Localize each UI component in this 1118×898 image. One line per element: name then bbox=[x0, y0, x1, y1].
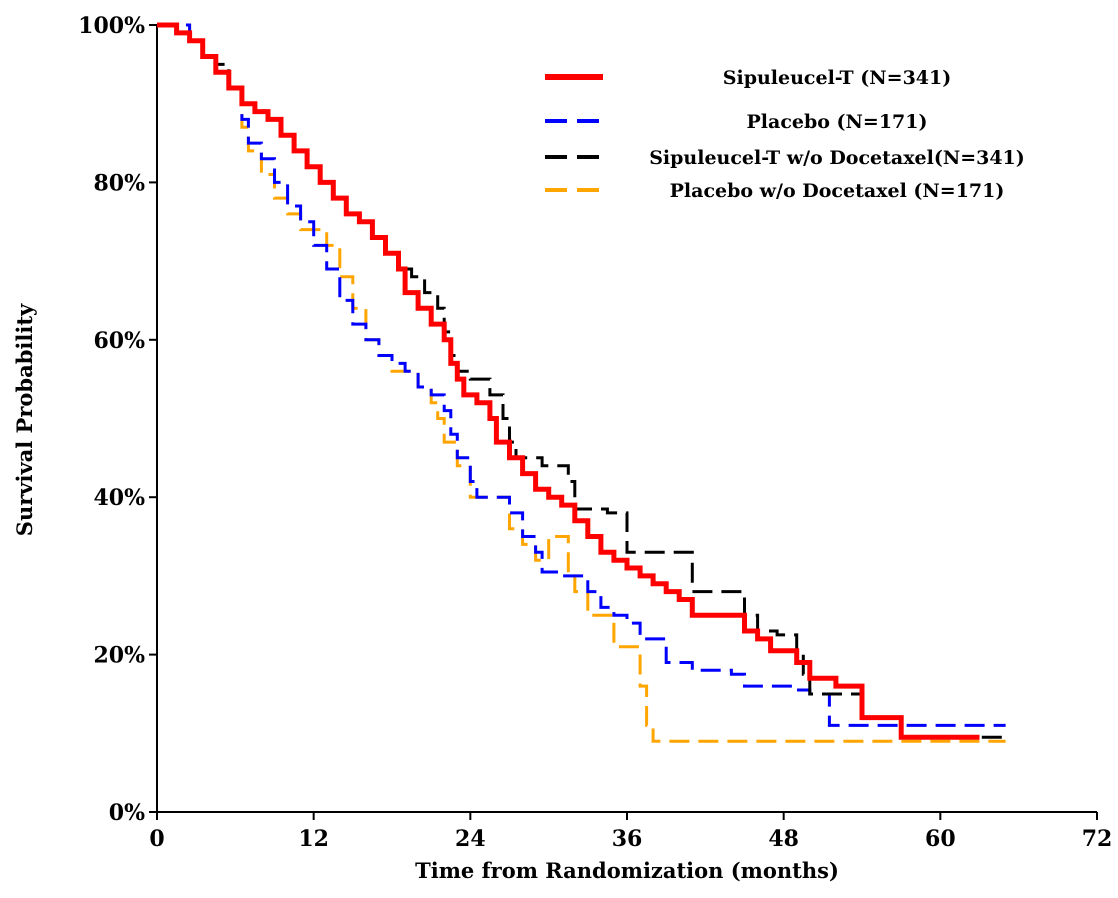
x-tick-label: 24 bbox=[455, 826, 486, 852]
y-tick-label: 80% bbox=[93, 170, 145, 196]
x-tick-label: 72 bbox=[1082, 826, 1113, 852]
y-tick-label: 100% bbox=[78, 13, 145, 39]
series-line-1 bbox=[157, 23, 1006, 727]
x-ticks: 0 12 24 36 48 60 72 bbox=[149, 812, 1112, 852]
y-ticks: 0% 20% 40% 60% 80% 100% bbox=[78, 13, 157, 826]
legend-label-2: Sipuleucel-T w/o Docetaxel(N=341) bbox=[649, 147, 1025, 169]
x-tick-label: 12 bbox=[298, 826, 329, 852]
legend-label-1: Placebo (N=171) bbox=[747, 111, 928, 133]
x-tick-label: 60 bbox=[925, 826, 956, 852]
x-tick-label: 0 bbox=[149, 826, 164, 852]
y-tick-label: 40% bbox=[93, 485, 145, 511]
legend: Sipuleucel-T (N=341) Placebo (N=171) Sipul… bbox=[545, 67, 1025, 202]
axes bbox=[156, 25, 1097, 813]
y-tick-label: 60% bbox=[93, 328, 145, 354]
x-axis-title: Time from Randomization (months) bbox=[415, 858, 839, 883]
legend-label-3: Placebo w/o Docetaxel (N=171) bbox=[670, 180, 1005, 202]
series-line-0 bbox=[157, 22, 980, 740]
legend-label-0: Sipuleucel-T (N=341) bbox=[723, 67, 951, 89]
y-axis-title: Survival Probability bbox=[12, 303, 37, 536]
series-layer bbox=[157, 22, 1008, 743]
y-tick-label: 0% bbox=[109, 800, 145, 826]
y-tick-label: 20% bbox=[93, 643, 145, 669]
x-tick-label: 36 bbox=[612, 826, 643, 852]
x-tick-label: 48 bbox=[768, 826, 799, 852]
